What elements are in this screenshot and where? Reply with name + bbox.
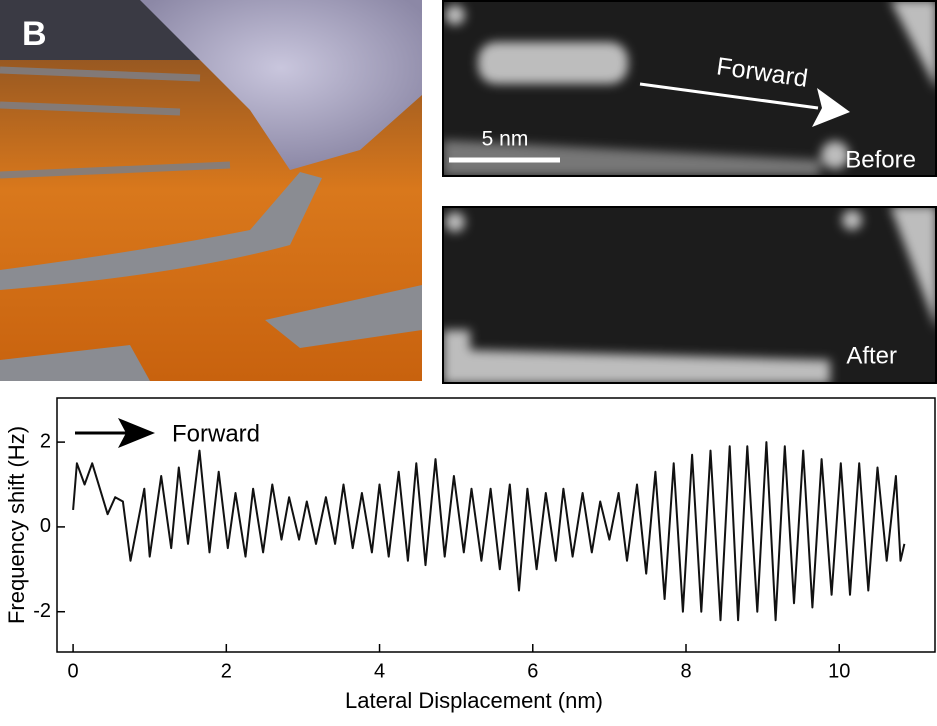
before-label: Before: [845, 146, 916, 173]
render-image: [0, 0, 422, 381]
x-tick-label: 6: [527, 660, 538, 682]
y-tick-label: 2: [40, 430, 51, 452]
stm-before: [443, 0, 937, 176]
scale-label: 5 nm: [482, 128, 529, 151]
x-tick-label: 0: [68, 660, 79, 682]
annotation-arrowhead: [118, 418, 155, 448]
y-tick-label: -2: [33, 600, 51, 622]
y-axis-label: Frequency shift (Hz): [4, 426, 29, 624]
x-tick-label: 8: [680, 660, 691, 682]
data-line: [72, 441, 906, 622]
stm-after: [443, 206, 937, 384]
y-tick-label: 0: [40, 515, 51, 537]
plot-frame: [56, 397, 936, 653]
x-tick-label: 2: [221, 660, 232, 682]
annotation: Forward: [172, 420, 260, 447]
panel-label: B: [22, 15, 47, 53]
x-tick-label: 10: [828, 660, 850, 682]
x-tick-label: 4: [374, 660, 385, 682]
after-label: After: [846, 342, 897, 369]
x-axis-label: Lateral Displacement (nm): [345, 688, 603, 713]
